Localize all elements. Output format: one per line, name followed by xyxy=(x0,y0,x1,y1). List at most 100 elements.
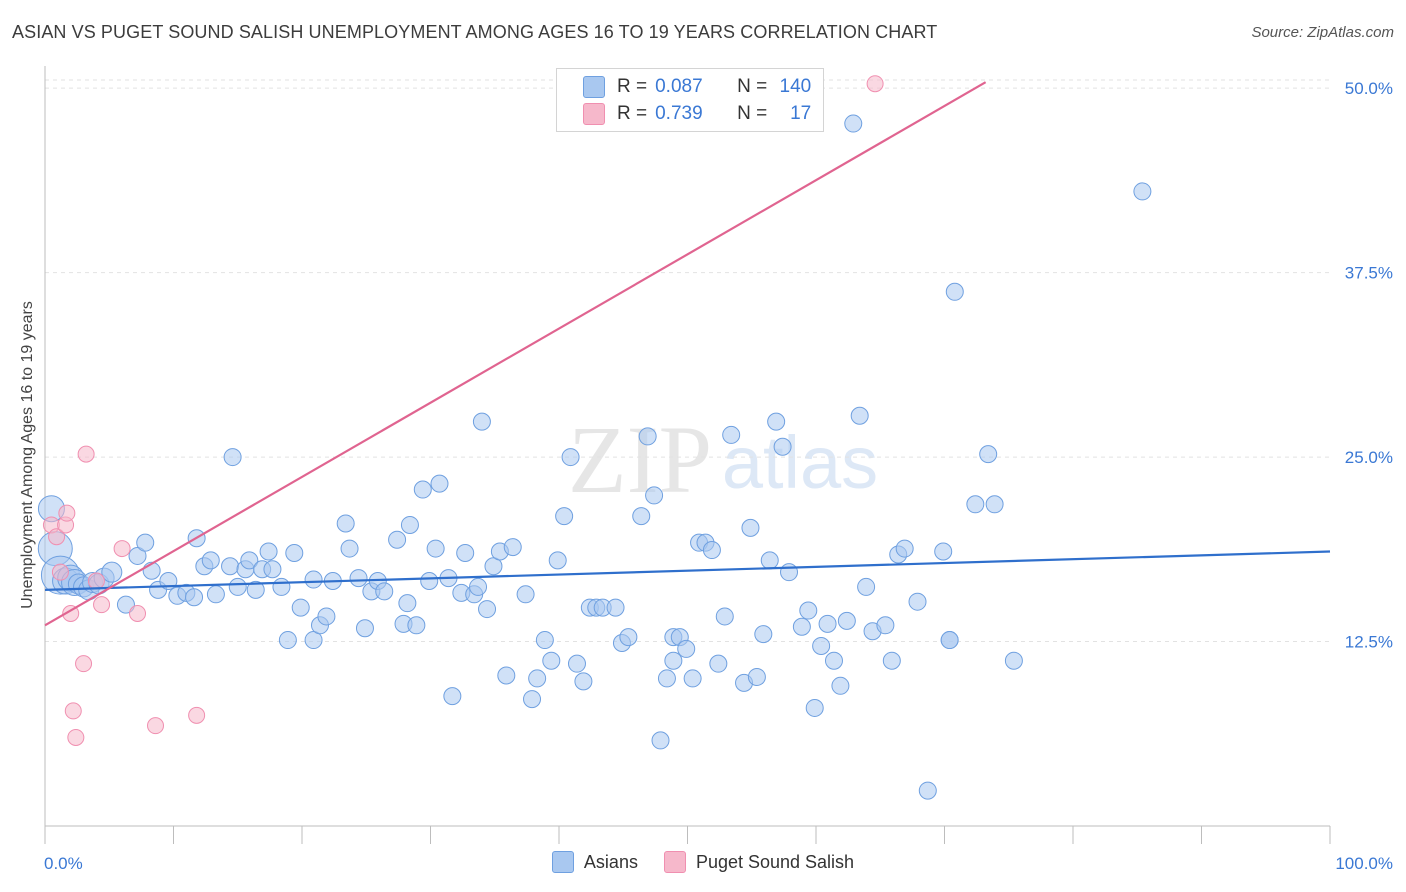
asians-point xyxy=(918,781,937,800)
salish-point xyxy=(93,596,111,614)
bottom-legend: Asians Puget Sound Salish xyxy=(0,851,1406,873)
asians-point xyxy=(709,654,728,673)
asians-point xyxy=(430,474,449,493)
asians-legend-swatch xyxy=(551,851,574,873)
asians-point xyxy=(799,601,818,620)
y-tick-label: 12.5% xyxy=(1345,633,1393,652)
asians-point xyxy=(805,698,824,717)
asians-point xyxy=(876,616,895,635)
asians-point xyxy=(420,572,439,591)
asians-r-label: R = xyxy=(617,76,648,97)
salish-point xyxy=(129,604,147,622)
asians-point xyxy=(388,530,407,549)
x-tick-label-min: 0.0% xyxy=(44,854,83,873)
asians-point xyxy=(263,560,282,579)
asians-point xyxy=(223,448,242,467)
salish-point xyxy=(67,728,85,746)
asians-point xyxy=(201,551,220,570)
asians-point xyxy=(523,690,542,709)
asians-point xyxy=(702,541,721,560)
asians-point xyxy=(940,631,959,650)
y-tick-label: 50.0% xyxy=(1345,79,1393,98)
asians-point xyxy=(657,669,676,688)
axes xyxy=(44,66,1331,844)
trend-lines xyxy=(44,81,1331,627)
stats-row-asians: R = 0.087 N = 140 xyxy=(557,74,811,100)
asians-point xyxy=(985,495,1004,514)
salish-swatch xyxy=(583,103,605,125)
asians-point xyxy=(555,507,574,526)
asians-point xyxy=(285,543,304,562)
legend-item-asians[interactable]: Asians xyxy=(551,851,638,873)
asians-point xyxy=(336,514,355,533)
asians-point xyxy=(1004,651,1023,670)
asians-point xyxy=(349,569,368,588)
asians-point xyxy=(747,667,766,686)
asians-point xyxy=(246,580,265,599)
salish-point xyxy=(113,540,131,558)
asians-point xyxy=(561,448,580,467)
salish-points xyxy=(42,75,884,746)
asians-point xyxy=(567,654,586,673)
asians-point xyxy=(542,651,561,670)
asians-point xyxy=(472,412,491,431)
asians-point xyxy=(606,598,625,617)
stats-legend: R = 0.087 N = 140 R = 0.739 N = 17 xyxy=(556,68,824,132)
asians-point xyxy=(882,651,901,670)
asians-point xyxy=(1133,182,1152,201)
asians-point xyxy=(503,538,522,557)
asians-point xyxy=(792,617,811,636)
asians-point xyxy=(651,731,670,750)
asians-point xyxy=(535,631,554,650)
watermark-zip: ZIP xyxy=(568,406,712,513)
asians-point xyxy=(426,539,445,558)
asians-point xyxy=(469,577,488,596)
asians-point xyxy=(850,406,869,425)
asians-trend-line xyxy=(44,550,1331,591)
watermark-atlas: atlas xyxy=(722,421,878,504)
asians-point xyxy=(715,607,734,626)
asians-point xyxy=(632,507,651,526)
asians-point xyxy=(945,282,964,301)
asians-point xyxy=(101,561,123,583)
asians-n-label: N = xyxy=(737,76,768,97)
asians-point xyxy=(278,631,297,650)
asians-point xyxy=(934,542,953,561)
asians-point xyxy=(722,425,741,444)
asians-point xyxy=(831,676,850,695)
asians-point xyxy=(516,585,535,604)
asians-point xyxy=(824,651,843,670)
asians-point xyxy=(259,542,278,561)
salish-point xyxy=(188,706,206,724)
salish-point xyxy=(48,528,66,546)
asians-point xyxy=(375,582,394,601)
legend-item-salish[interactable]: Puget Sound Salish xyxy=(663,851,855,873)
asians-point xyxy=(741,518,760,537)
asians-point xyxy=(857,577,876,596)
asians-point xyxy=(304,570,323,589)
salish-point xyxy=(51,563,69,581)
asians-point xyxy=(398,594,417,613)
asians-point xyxy=(979,445,998,464)
salish-n-label: N = xyxy=(737,103,768,124)
salish-point xyxy=(62,604,80,622)
asians-point xyxy=(548,551,567,570)
asians-point xyxy=(206,585,225,604)
asians-point xyxy=(340,539,359,558)
asians-point xyxy=(128,546,147,565)
asians-point xyxy=(355,619,374,638)
asians-point xyxy=(754,625,773,644)
asians-point xyxy=(528,669,547,688)
salish-legend-label: Puget Sound Salish xyxy=(695,851,855,872)
tick-labels: 12.5% 25.0% 37.5% 50.0% 0.0% 100.0% xyxy=(44,79,1393,873)
salish-point xyxy=(64,702,82,720)
asians-point xyxy=(497,666,516,685)
asians-point xyxy=(844,114,863,133)
asians-point xyxy=(413,480,432,499)
stats-row-salish: R = 0.739 N = 17 xyxy=(557,101,811,127)
asians-point xyxy=(400,515,419,534)
asians-r-value: 0.087 xyxy=(655,76,703,97)
salish-trend-line xyxy=(44,81,987,627)
asians-point xyxy=(664,651,683,670)
